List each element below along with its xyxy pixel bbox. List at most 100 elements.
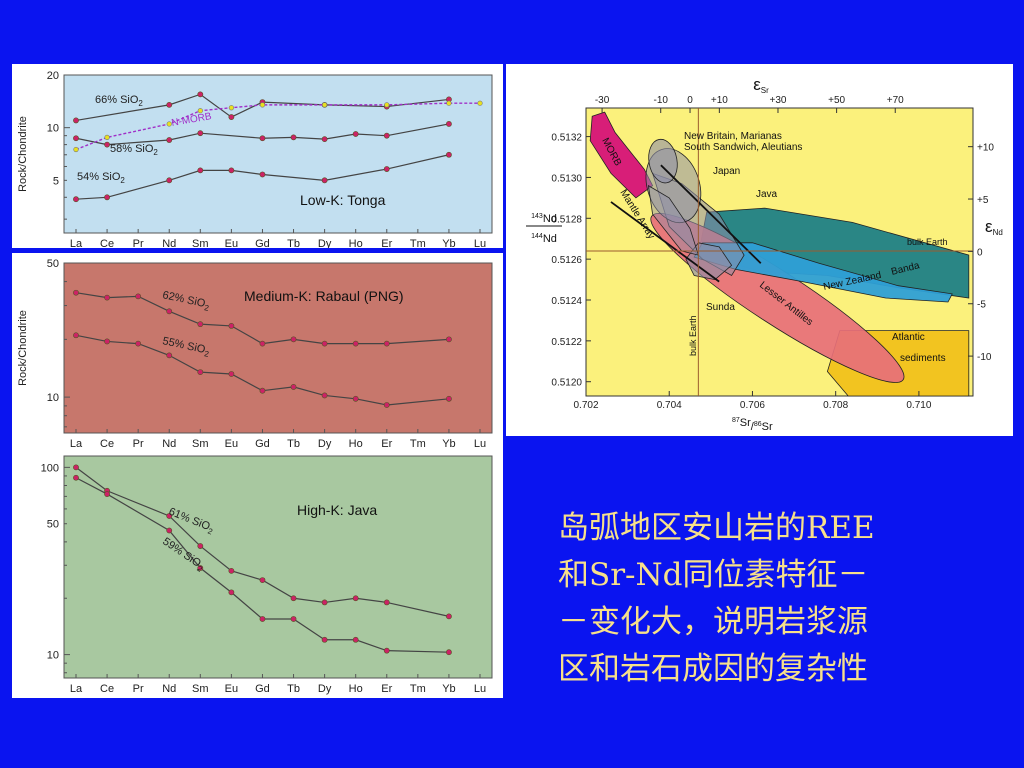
- data-point: [166, 352, 173, 359]
- data-point: [259, 387, 266, 394]
- x-tick-label: Pr: [133, 238, 144, 248]
- data-point: [259, 340, 266, 347]
- x-tick-label: Ce: [100, 238, 114, 248]
- data-point: [228, 567, 235, 574]
- x-tick-label: Ho: [349, 683, 363, 695]
- reference-label: bulk Earth: [907, 237, 948, 247]
- data-point: [352, 636, 359, 643]
- reference-label: bulk Earth: [688, 315, 698, 356]
- data-point: [197, 369, 204, 375]
- data-point: [290, 134, 297, 141]
- y-axis-label: Rock/Chondrite: [17, 116, 29, 192]
- y-tick-label: 50: [47, 519, 59, 531]
- data-point: [352, 395, 359, 402]
- top-tick-label: +30: [769, 95, 786, 106]
- data-point: [259, 102, 266, 108]
- x-tick-label: Nd: [162, 438, 176, 450]
- data-point: [321, 599, 328, 606]
- x-tick-label: Yb: [442, 438, 455, 450]
- caption-line: 区和岩石成因的复杂性: [558, 651, 868, 687]
- plot-area: [63, 455, 493, 679]
- ree-chart-medium-k-rabaul: 50 10 La Ce Pr Nd Sm Eu Gd Tb Dy Ho Er Tm Yb Lu Rock/Cho…: [17, 258, 493, 450]
- x-tick-label: 0.708: [823, 400, 848, 411]
- data-point: [197, 108, 203, 114]
- x-axis-label: 87Sr/86Sr: [732, 417, 773, 433]
- field-label: Atlantic: [892, 332, 925, 343]
- data-point: [446, 100, 452, 106]
- y-axis-label-denominator: 144Nd: [531, 233, 557, 245]
- data-point: [135, 340, 142, 347]
- x-tick-label: Er: [381, 438, 392, 450]
- data-point: [446, 151, 452, 158]
- field-label: Japan: [713, 166, 740, 177]
- data-point: [290, 384, 297, 390]
- y-tick-label: 10: [47, 392, 59, 404]
- x-tick-label: Gd: [255, 238, 270, 248]
- x-tick-label: Gd: [255, 683, 270, 695]
- x-tick-label: Pr: [133, 438, 144, 450]
- top-tick-label: -10: [653, 95, 668, 106]
- x-tick-label: La: [70, 238, 83, 248]
- data-point: [322, 102, 328, 108]
- x-tick-label: Dy: [318, 238, 332, 248]
- top-tick-label: -30: [595, 95, 610, 106]
- x-tick-label: Lu: [474, 683, 486, 695]
- right-tick-label: -10: [977, 352, 992, 363]
- data-point: [166, 101, 173, 108]
- x-tick-label: Er: [381, 238, 392, 248]
- data-point: [321, 177, 328, 184]
- chart-title: Low-K: Tonga: [300, 192, 386, 208]
- x-tick-label: Tb: [287, 438, 300, 450]
- y-axis-label-numerator: 143Nd: [531, 213, 557, 225]
- x-tick-label: Eu: [225, 238, 238, 248]
- data-point: [73, 117, 79, 124]
- data-point: [446, 613, 452, 620]
- sr-nd-panel: 0.5132 0.5130 0.5128 0.5126 0.5124 0.5122 0.51…: [506, 64, 1013, 436]
- x-tick-label: Sm: [192, 683, 209, 695]
- data-point: [383, 132, 390, 139]
- field-label: sediments: [900, 353, 946, 364]
- y-tick-label: 20: [47, 70, 59, 82]
- x-tick-label: Sm: [192, 238, 209, 248]
- series-line: [75, 93, 449, 122]
- data-point: [383, 402, 390, 408]
- caption-line: 岛弧地区安山岩的REE: [558, 510, 875, 546]
- top-tick-label: +70: [887, 95, 904, 106]
- x-tick-label: Tb: [287, 238, 300, 248]
- data-point: [197, 543, 204, 549]
- data-point: [166, 177, 173, 184]
- y-axis-label: Rock/Chondrite: [17, 310, 29, 386]
- x-tick-label: 0.710: [906, 400, 931, 411]
- data-point: [228, 589, 235, 596]
- y-tick-label: 0.5126: [551, 255, 582, 266]
- field-label: Java: [756, 189, 778, 200]
- data-point: [166, 513, 173, 519]
- data-point: [321, 392, 328, 399]
- data-point: [290, 616, 297, 622]
- right-tick-label: -5: [977, 300, 986, 311]
- x-tick-label: Nd: [162, 683, 176, 695]
- data-point: [384, 102, 390, 108]
- top-axis-label: εSr: [753, 75, 769, 95]
- data-point: [166, 137, 173, 143]
- x-tick-label: La: [70, 438, 83, 450]
- caption-line: 和Sr-Nd同位素特征－: [558, 557, 869, 593]
- y-tick-label: 0.5132: [551, 133, 582, 144]
- x-tick-label: Lu: [474, 438, 486, 450]
- data-point: [228, 105, 234, 111]
- data-point: [477, 100, 483, 106]
- data-point: [73, 196, 79, 203]
- field-label: South Sandwich, Aleutians: [684, 142, 802, 153]
- data-point: [352, 340, 359, 347]
- right-axis-label: εNd: [985, 217, 1003, 237]
- right-tick-label: 0: [977, 247, 983, 258]
- x-tick-label: Dy: [318, 683, 332, 695]
- ree-panel-high-k: 100 50 10 La Ce Pr Nd Sm Eu Gd Tb Dy Ho Er Tm Yb Lu 61% S…: [12, 450, 503, 698]
- data-point: [321, 636, 328, 643]
- data-point: [321, 340, 328, 347]
- x-tick-label: Eu: [225, 438, 238, 450]
- mantle-array-line: [610, 201, 720, 283]
- x-tick-label: Ho: [349, 438, 363, 450]
- x-tick-label: Tb: [287, 683, 300, 695]
- ree-panel-medium-k: 50 10 La Ce Pr Nd Sm Eu Gd Tb Dy Ho Er Tm Yb Lu Rock/Cho…: [12, 253, 503, 451]
